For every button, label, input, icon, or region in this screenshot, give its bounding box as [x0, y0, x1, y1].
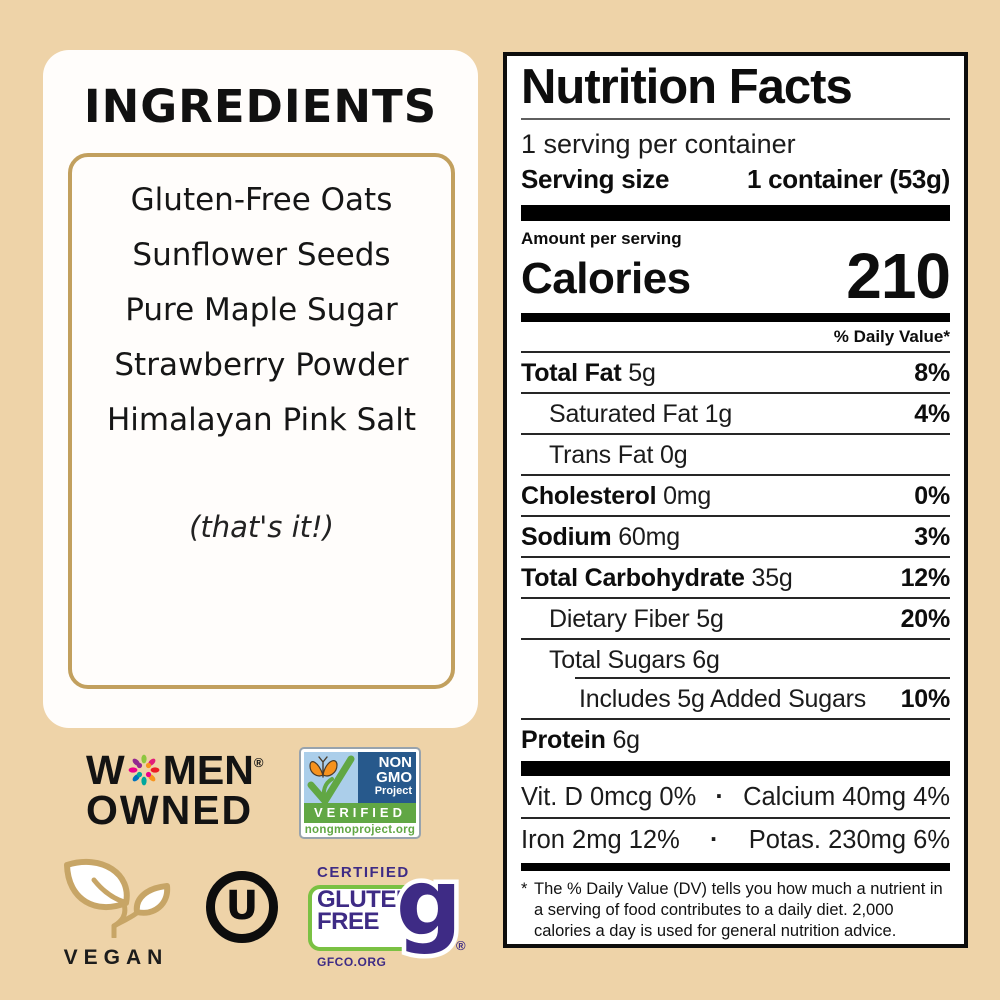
nutrient-name: Saturated Fat 1g — [549, 400, 733, 428]
ingredient-item: Gluten-Free Oats — [130, 182, 393, 218]
serving-size-row: Serving size 1 container (53g) — [521, 161, 950, 197]
calories-label: Calories — [521, 254, 691, 303]
daily-value-header: % Daily Value* — [521, 322, 950, 353]
thick-divider — [521, 205, 950, 221]
checkmark-grass-icon — [307, 755, 355, 803]
nutrient-name: Total Carbohydrate 35g — [521, 564, 793, 592]
micronutrient-row-1: Vit. D 0mcg 0% · Calcium 40mg 4% — [521, 776, 950, 819]
daily-value: 0% — [914, 482, 950, 510]
women-owned-line2: OWNED — [86, 787, 254, 833]
daily-value: 10% — [900, 685, 951, 713]
nutrient-name: Total Sugars 6g — [549, 646, 720, 674]
thick-divider — [521, 761, 950, 776]
footnote-asterisk: * — [521, 880, 528, 898]
ingredient-item: Pure Maple Sugar — [125, 292, 398, 328]
non-gmo-verified-banner: VERIFIED — [304, 803, 416, 823]
nutrient-name: Total Fat 5g — [521, 359, 656, 387]
non-gmo-url: nongmoproject.org — [304, 824, 416, 836]
micronutrient-right: Calcium 40mg 4% — [743, 783, 950, 811]
leaf-icon — [64, 858, 171, 940]
gfco-org-label: GFCO.ORG — [317, 955, 387, 969]
nutrient-row-added-sugars: Includes 5g Added Sugars 10% — [521, 679, 950, 720]
nutrient-row-total-sugars: Total Sugars 6g — [521, 640, 950, 679]
nutrient-name: Includes 5g Added Sugars — [579, 685, 867, 713]
nutrient-row-sodium: Sodium 60mg 3% — [521, 517, 950, 558]
ingredients-title: INGREDIENTS — [83, 80, 438, 133]
non-gmo-title-block: NON GMO Project — [358, 752, 416, 803]
small-divider — [521, 863, 950, 871]
daily-value: 8% — [914, 359, 950, 387]
nutrient-name: Protein 6g — [521, 726, 640, 754]
ingredient-item: Sunflower Seeds — [132, 237, 391, 273]
svg-text:g: g — [396, 858, 462, 956]
nutrient-name: Sodium 60mg — [521, 523, 680, 551]
servings-per-container: 1 serving per container — [521, 129, 796, 159]
footnote-text: The % Daily Value (DV) tells you how muc… — [534, 880, 943, 940]
flower-icon — [128, 754, 160, 786]
micronutrient-right: Potas. 230mg 6% — [748, 826, 950, 854]
micronutrient-left: Vit. D 0mcg 0% — [521, 783, 697, 811]
divider — [521, 118, 950, 120]
gluten-free-word-free: FREE — [317, 908, 380, 935]
nutrient-row-cholesterol: Cholesterol 0mg 0% — [521, 476, 950, 517]
ingredient-item: Strawberry Powder — [114, 347, 409, 383]
non-gmo-word-non: NON — [378, 754, 412, 771]
daily-value: 3% — [914, 523, 950, 551]
non-gmo-seal-top: NON GMO Project — [304, 752, 416, 803]
gluten-free-certified-label: CERTIFIED — [317, 864, 410, 881]
vegan-label: VEGAN — [63, 946, 169, 969]
dot-separator: · — [709, 826, 719, 854]
nutrient-row-dietary-fiber: Dietary Fiber 5g 20% — [521, 599, 950, 640]
kosher-u-icon: U — [225, 883, 259, 929]
micronutrient-left: Iron 2mg 12% — [521, 826, 680, 854]
dot-separator: · — [715, 783, 724, 811]
nutrient-row-protein: Protein 6g — [521, 720, 950, 759]
women-owned-logo: W MEN ® OWNED — [86, 747, 264, 833]
kosher-ou-badge: U — [206, 871, 278, 943]
ingredients-card: INGREDIENTS Gluten-Free Oats Sunflower S… — [43, 50, 478, 728]
daily-value: 12% — [900, 564, 951, 592]
registered-mark: ® — [456, 938, 466, 953]
women-owned-men: MEN — [162, 747, 254, 793]
nutrient-row-saturated-fat: Saturated Fat 1g 4% — [521, 394, 950, 435]
ingredients-list: Gluten-Free Oats Sunflower Seeds Pure Ma… — [72, 157, 451, 448]
nutrition-facts-title: Nutrition Facts — [521, 60, 853, 114]
micronutrient-row-2: Iron 2mg 12% · Potas. 230mg 6% — [521, 819, 950, 860]
medium-divider — [521, 313, 950, 322]
butterfly-icon — [309, 756, 338, 778]
serving-size-value: 1 container (53g) — [747, 164, 950, 194]
women-owned-w: W — [86, 747, 125, 793]
gluten-free-box — [308, 885, 448, 951]
ingredients-box: Gluten-Free Oats Sunflower Seeds Pure Ma… — [68, 153, 455, 689]
serving-size-label: Serving size — [521, 164, 670, 194]
nutrient-name: Cholesterol 0mg — [521, 482, 712, 510]
ingredient-item: Himalayan Pink Salt — [106, 402, 417, 438]
daily-value: 20% — [900, 605, 951, 633]
non-gmo-word-project: Project — [374, 785, 412, 797]
registered-mark: ® — [253, 754, 264, 770]
gluten-free-badge: CERTIFIED GLUTEN FREE g ® GFCO.ORG — [308, 858, 473, 969]
women-owned-line1: W MEN ® — [86, 747, 264, 793]
nutrient-name: Trans Fat 0g — [549, 441, 688, 469]
nutrition-facts-panel: Nutrition Facts 1 serving per container … — [503, 52, 968, 948]
nutrient-name: Dietary Fiber 5g — [549, 605, 724, 633]
amount-per-serving-label: Amount per serving — [521, 229, 682, 248]
non-gmo-word-gmo: GMO — [376, 769, 412, 786]
calories-row: Calories 210 — [521, 240, 951, 312]
gluten-free-word-gluten: GLUTEN — [317, 886, 413, 913]
nutrient-row-total-fat: Total Fat 5g 8% — [521, 353, 950, 394]
footnote: * The % Daily Value (DV) tells you how m… — [521, 879, 950, 942]
vegan-badge: VEGAN — [50, 858, 176, 970]
g-icon: g — [392, 858, 466, 961]
thats-it-tagline: (that's it!) — [189, 510, 334, 544]
nutrient-row-trans-fat: Trans Fat 0g — [521, 435, 950, 476]
daily-value: 4% — [914, 400, 950, 428]
nutrient-row-total-carbohydrate: Total Carbohydrate 35g 12% — [521, 558, 950, 599]
calories-value: 210 — [846, 240, 951, 312]
non-gmo-verified-seal: NON GMO Project VERIFIED nongmoproject.o… — [299, 747, 421, 839]
